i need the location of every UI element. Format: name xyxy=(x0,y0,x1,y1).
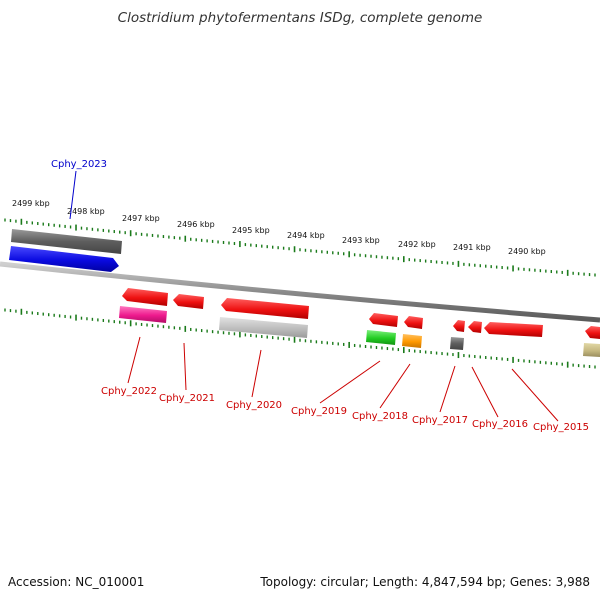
kbp-label: 2497 kbp xyxy=(122,214,160,223)
gene-label-cphy-2018[interactable]: Cphy_2018 xyxy=(352,411,408,422)
accession-label: Accession: NC_010001 xyxy=(8,575,145,589)
gene-label-cphy-2015[interactable]: Cphy_2015 xyxy=(533,422,589,433)
leader-lines xyxy=(69,170,559,422)
gene-feature-cphy-2021[interactable] xyxy=(173,294,204,309)
leader-line xyxy=(511,368,559,422)
gene-feature-cphy-2018[interactable] xyxy=(404,316,423,329)
gene-feature[interactable] xyxy=(11,229,122,254)
leader-line xyxy=(319,360,381,404)
leader-line xyxy=(127,336,141,384)
gene-feature-cphy-2016[interactable] xyxy=(468,321,482,333)
gene-feature-cphy-2015[interactable] xyxy=(484,322,543,337)
leader-line xyxy=(379,363,411,409)
gene-label-cphy-2021[interactable]: Cphy_2021 xyxy=(159,393,215,404)
map-title: Clostridium phytofermentans ISDg, comple… xyxy=(117,10,483,26)
outer-tick-scale xyxy=(4,218,596,277)
kbp-label: 2496 kbp xyxy=(177,220,215,229)
leader-line xyxy=(183,342,187,391)
leader-line xyxy=(251,349,262,398)
gene-label-cphy-2016[interactable]: Cphy_2016 xyxy=(472,419,528,430)
kbp-label: 2494 kbp xyxy=(287,231,325,240)
genome-backbone xyxy=(0,261,600,323)
gene-feature[interactable] xyxy=(366,330,396,345)
leader-line xyxy=(69,170,77,220)
kbp-label: 2492 kbp xyxy=(398,240,436,249)
reverse-strand-features xyxy=(119,288,600,357)
gene-label-cphy-2022[interactable]: Cphy_2022 xyxy=(101,386,157,397)
forward-strand-features xyxy=(9,229,122,272)
gene-feature-cphy-2017[interactable] xyxy=(453,320,465,332)
kbp-label: 2499 kbp xyxy=(12,199,50,208)
gene-feature-cphy-2020[interactable] xyxy=(221,298,309,319)
leader-line xyxy=(471,366,499,418)
gene-feature[interactable] xyxy=(119,306,167,323)
kbp-label: 2490 kbp xyxy=(508,247,546,256)
gene-labels: Cphy_2023 Cphy_2022 Cphy_2021 Cphy_2020 … xyxy=(51,159,589,433)
gene-feature[interactable] xyxy=(583,343,600,357)
gene-feature[interactable] xyxy=(450,337,464,350)
kbp-label: 2493 kbp xyxy=(342,236,380,245)
gene-feature-cphy-2019[interactable] xyxy=(369,313,398,327)
gene-label-cphy-2020[interactable]: Cphy_2020 xyxy=(226,400,282,411)
gene-label-cphy-2017[interactable]: Cphy_2017 xyxy=(412,415,468,426)
gene-feature[interactable] xyxy=(219,317,308,338)
gene-feature[interactable] xyxy=(585,326,600,339)
gene-feature-cphy-2022[interactable] xyxy=(122,288,168,306)
leader-line xyxy=(439,365,456,413)
gene-feature-cphy-2023[interactable] xyxy=(9,246,119,272)
kbp-label: 2495 kbp xyxy=(232,226,270,235)
gene-feature[interactable] xyxy=(402,334,422,348)
inner-tick-scale xyxy=(4,308,596,369)
kbp-label: 2491 kbp xyxy=(453,243,491,252)
topology-label: Topology: circular; Length: 4,847,594 bp… xyxy=(260,575,590,589)
gene-label-cphy-2023[interactable]: Cphy_2023 xyxy=(51,159,107,170)
gene-label-cphy-2019[interactable]: Cphy_2019 xyxy=(291,406,347,417)
kbp-label: 2498 kbp xyxy=(67,207,105,216)
kbp-labels: 2499 kbp 2498 kbp 2497 kbp 2496 kbp 2495… xyxy=(12,199,546,256)
